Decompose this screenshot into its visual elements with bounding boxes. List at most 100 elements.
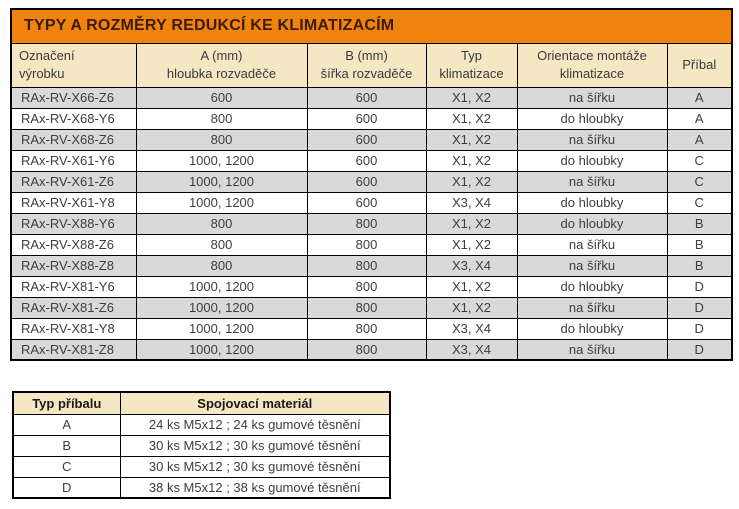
table-row: RAx-RV-X88-Z8 800 800 X3, X4 na šířku B [10,254,733,277]
column-header: Typ příbalu [12,391,121,415]
table-cell: na šířku [516,170,668,193]
table-cell: na šířku [516,254,668,277]
table-cell: D [666,338,733,361]
table-cell: RAx-RV-X81-Z6 [10,296,137,319]
table-cell: A [666,128,733,151]
table-cell: 800 [306,317,427,340]
table-cell: na šířku [516,128,668,151]
table-cell: X1, X2 [425,86,518,109]
table-cell: 800 [135,254,308,277]
table-cell: B [666,254,733,277]
table-row: RAx-RV-X81-Z8 1000, 1200 800 X3, X4 na šířku… [10,338,733,361]
table-cell: C [666,191,733,214]
table-cell: A [666,107,733,130]
table-cell: 800 [306,275,427,298]
table-cell: do hloubky [516,317,668,340]
column-header: A (mm) hloubka rozvaděče [135,42,308,88]
table-cell: do hloubky [516,275,668,298]
table-cell: na šířku [516,296,668,319]
table-cell: 600 [306,107,427,130]
table-cell: B [12,434,121,457]
table-row: RAx-RV-X81-Z6 1000, 1200 800 X1, X2 na šířku… [10,296,733,319]
accessory-table-body: A 24 ks M5x12 ; 24 ks gumové těsnění B 30 k… [12,413,391,499]
table-cell: 800 [306,212,427,235]
table-cell: do hloubky [516,149,668,172]
table-cell: 800 [135,212,308,235]
table-cell: 600 [306,128,427,151]
table-cell: 38 ks M5x12 ; 38 ks gumové těsnění [119,476,391,499]
table-row: RAx-RV-X88-Y6 800 800 X1, X2 do hloubky B [10,212,733,235]
table-cell: RAx-RV-X68-Z6 [10,128,137,151]
table-cell: X3, X4 [425,317,518,340]
table-cell: RAx-RV-X88-Z8 [10,254,137,277]
table-body: RAx-RV-X66-Z6 600 600 X1, X2 na šířku A RAx-RV… [10,86,733,361]
table-cell: X1, X2 [425,212,518,235]
column-header: Spojovací materiál [119,391,391,415]
table-cell: na šířku [516,86,668,109]
column-header: Označení výrobku [10,42,137,88]
table-cell: 600 [306,86,427,109]
table-cell: 1000, 1200 [135,296,308,319]
accessory-header-row: Typ příbalu Spojovací materiál [12,391,391,415]
table-cell: RAx-RV-X68-Y6 [10,107,137,130]
column-header: Typ klimatizace [425,42,518,88]
table-cell: 800 [306,296,427,319]
table-row: D 38 ks M5x12 ; 38 ks gumové těsnění [12,476,391,499]
table-cell: B [666,233,733,256]
table-row: RAx-RV-X81-Y6 1000, 1200 800 X1, X2 do hloub… [10,275,733,298]
table-title: TYPY A ROZMĚRY REDUKCÍ KE KLIMATIZACÍM [10,8,733,44]
table-row: RAx-RV-X61-Y8 1000, 1200 600 X3, X4 do hloub… [10,191,733,214]
column-header: Orientace montáže klimatizace [516,42,668,88]
table-cell: X1, X2 [425,296,518,319]
table-cell: 24 ks M5x12 ; 24 ks gumové těsnění [119,413,391,436]
table-cell: RAx-RV-X61-Z6 [10,170,137,193]
table-cell: C [666,149,733,172]
table-cell: RAx-RV-X66-Z6 [10,86,137,109]
table-cell: X1, X2 [425,107,518,130]
table-cell: 1000, 1200 [135,149,308,172]
table-cell: 800 [306,254,427,277]
table-cell: 800 [135,107,308,130]
table-cell: 600 [306,191,427,214]
table-cell: X3, X4 [425,254,518,277]
table-cell: A [12,413,121,436]
reductions-table: TYPY A ROZMĚRY REDUKCÍ KE KLIMATIZACÍM O… [10,8,733,361]
table-cell: RAx-RV-X81-Z8 [10,338,137,361]
accessory-pack-table: Typ příbalu Spojovací materiál A 24 ks M5x… [12,391,391,499]
table-cell: 800 [135,233,308,256]
table-cell: 30 ks M5x12 ; 30 ks gumové těsnění [119,455,391,478]
table-cell: C [666,170,733,193]
table-cell: 1000, 1200 [135,170,308,193]
table-cell: 1000, 1200 [135,275,308,298]
table-row: RAx-RV-X88-Z6 800 800 X1, X2 na šířku B [10,233,733,256]
column-header: Příbal [666,42,733,88]
table-cell: 800 [306,233,427,256]
table-cell: X1, X2 [425,149,518,172]
table-cell: D [666,275,733,298]
table-cell: 800 [306,338,427,361]
table-cell: RAx-RV-X88-Y6 [10,212,137,235]
table-cell: X3, X4 [425,338,518,361]
table-cell: na šířku [516,233,668,256]
table-cell: RAx-RV-X61-Y8 [10,191,137,214]
table-cell: 30 ks M5x12 ; 30 ks gumové těsnění [119,434,391,457]
table-cell: 1000, 1200 [135,317,308,340]
table-cell: X1, X2 [425,128,518,151]
table-header-row: Označení výrobku A (mm) hloubka rozvaděče… [10,42,733,88]
table-cell: RAx-RV-X81-Y6 [10,275,137,298]
table-cell: 1000, 1200 [135,338,308,361]
table-cell: X1, X2 [425,170,518,193]
table-cell: D [666,317,733,340]
table-row: RAx-RV-X61-Y6 1000, 1200 600 X1, X2 do hloub… [10,149,733,172]
table-row: C 30 ks M5x12 ; 30 ks gumové těsnění [12,455,391,478]
table-row: RAx-RV-X81-Y8 1000, 1200 800 X3, X4 do hloub… [10,317,733,340]
table-cell: do hloubky [516,107,668,130]
table-cell: X3, X4 [425,191,518,214]
table-cell: B [666,212,733,235]
table-cell: do hloubky [516,212,668,235]
table-cell: 600 [306,170,427,193]
table-cell: C [12,455,121,478]
table-cell: RAx-RV-X88-Z6 [10,233,137,256]
table-cell: RAx-RV-X81-Y8 [10,317,137,340]
table-cell: 600 [306,149,427,172]
